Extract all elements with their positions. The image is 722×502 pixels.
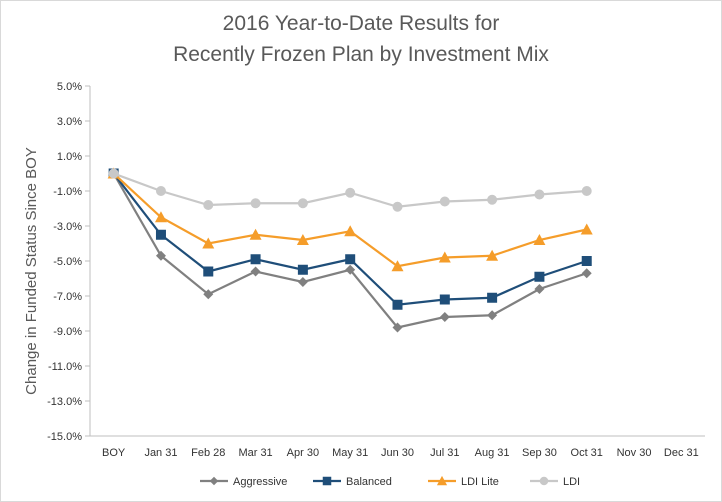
data-point-ldi xyxy=(155,186,166,196)
y-tick-label: -3.0% xyxy=(53,221,82,233)
data-point-ldi-lite xyxy=(202,237,215,249)
data-point-ldi xyxy=(297,198,308,209)
data-point-ldi xyxy=(108,168,119,179)
data-point-ldi xyxy=(534,189,545,200)
x-tick-label: Dec 31 xyxy=(664,447,699,459)
data-point-ldi-lite xyxy=(533,234,546,245)
data-point-balanced xyxy=(392,299,403,310)
data-point-balanced xyxy=(439,294,450,305)
x-tick-label: Sep 30 xyxy=(522,447,557,459)
y-tick-label: -15.0% xyxy=(47,431,82,443)
x-tick-label: Jan 31 xyxy=(144,447,177,459)
x-tick-label: May 31 xyxy=(332,447,368,459)
y-tick-label: -11.0% xyxy=(48,361,82,373)
legend-label: LDI Lite xyxy=(461,476,499,488)
data-point-aggressive xyxy=(392,322,403,333)
data-point-ldi-lite xyxy=(486,249,499,261)
x-tick-label: Oct 31 xyxy=(571,447,603,459)
chart-title-line-2: Recently Frozen Plan by Investment Mix xyxy=(173,43,549,66)
legend-label: Aggressive xyxy=(233,476,287,488)
y-tick-label: -13.0% xyxy=(47,396,82,408)
data-point-ldi xyxy=(439,196,450,207)
data-point-balanced xyxy=(203,266,214,277)
data-point-balanced xyxy=(345,254,356,265)
data-point-ldi-lite xyxy=(249,228,262,240)
chart-title-line-1: 2016 Year-to-Date Results for xyxy=(222,12,500,35)
x-tick-label: BOY xyxy=(102,447,126,459)
data-point-balanced xyxy=(534,271,545,282)
data-point-ldi-lite xyxy=(154,211,167,223)
data-point-balanced xyxy=(487,292,498,303)
data-point-balanced xyxy=(155,229,166,240)
data-point-ldi-lite xyxy=(391,260,404,272)
legend-marker xyxy=(436,475,448,486)
legend-marker xyxy=(539,476,549,486)
data-point-aggressive xyxy=(487,310,498,321)
y-tick-label: 3.0% xyxy=(57,116,82,128)
x-tick-label: Jun 30 xyxy=(381,447,414,459)
data-point-ldi xyxy=(250,198,261,209)
data-point-ldi-lite xyxy=(580,223,593,235)
data-point-ldi xyxy=(581,186,592,196)
x-tick-label: Nov 30 xyxy=(617,447,652,459)
data-point-aggressive xyxy=(581,268,592,279)
data-point-ldi xyxy=(392,201,403,212)
data-point-aggressive xyxy=(297,277,308,287)
data-point-aggressive xyxy=(345,264,356,275)
data-point-aggressive xyxy=(250,266,261,277)
x-tick-label: Jul 31 xyxy=(430,447,459,459)
y-tick-label: -1.0% xyxy=(53,186,82,198)
data-point-balanced xyxy=(297,264,308,275)
data-point-balanced xyxy=(581,256,592,266)
data-point-aggressive xyxy=(534,284,545,294)
legend-marker xyxy=(209,476,219,486)
y-tick-label: -7.0% xyxy=(53,291,82,303)
y-tick-label: 1.0% xyxy=(57,151,82,163)
data-point-ldi-lite xyxy=(296,234,309,245)
data-point-ldi-lite xyxy=(344,225,357,237)
legend-marker xyxy=(322,476,332,486)
x-tick-label: Aug 31 xyxy=(475,447,510,459)
data-point-ldi-lite xyxy=(438,251,451,263)
x-tick-label: Feb 28 xyxy=(191,447,225,459)
x-tick-label: Mar 31 xyxy=(238,447,272,459)
data-point-ldi xyxy=(203,200,214,210)
x-tick-label: Apr 30 xyxy=(287,447,319,459)
legend-label: LDI xyxy=(563,476,580,488)
y-tick-label: -5.0% xyxy=(53,256,82,268)
data-point-aggressive xyxy=(203,289,214,300)
data-point-aggressive xyxy=(155,250,166,261)
data-point-ldi xyxy=(487,194,498,205)
legend-label: Balanced xyxy=(346,476,392,488)
y-tick-label: -9.0% xyxy=(53,326,82,338)
y-tick-label: 5.0% xyxy=(57,81,82,93)
data-point-balanced xyxy=(250,254,261,265)
y-axis-title: Change in Funded Status Since BOY xyxy=(23,147,40,395)
data-point-aggressive xyxy=(439,312,450,322)
data-point-ldi xyxy=(345,187,356,198)
